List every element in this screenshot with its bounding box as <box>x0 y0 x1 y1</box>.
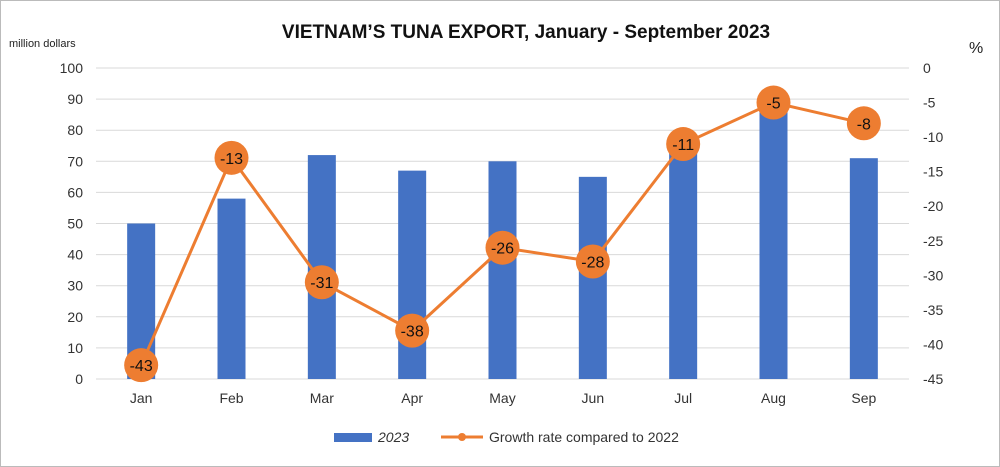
growth-data-label: -38 <box>401 324 424 341</box>
x-tick-label: Jun <box>582 390 605 406</box>
left-tick-label: 50 <box>67 216 83 232</box>
bar-Feb <box>217 198 246 379</box>
x-tick-label: Jul <box>674 390 692 406</box>
growth-marker-Mar <box>304 265 339 300</box>
bar-Jul <box>669 145 698 379</box>
left-axis-label: million dollars <box>9 38 76 50</box>
growth-data-label: -8 <box>857 116 871 133</box>
right-tick-label: 0 <box>923 60 931 76</box>
right-tick-label: -15 <box>923 164 943 180</box>
growth-data-label: -26 <box>491 241 514 258</box>
x-tick-label: Jan <box>130 390 153 406</box>
growth-marker-May <box>485 230 520 265</box>
legend-line-marker <box>458 433 466 441</box>
bar-Apr <box>398 170 427 379</box>
bar-Sep <box>849 158 878 379</box>
x-tick-label: May <box>489 390 515 406</box>
legend: 2023 Growth rate compared to 2022 <box>334 429 679 445</box>
right-tick-label: -40 <box>923 336 943 352</box>
bar-Aug <box>759 99 788 379</box>
right-tick-label: -30 <box>923 267 943 283</box>
growth-marker-Apr <box>395 313 430 348</box>
right-axis-label: % <box>969 40 983 57</box>
left-tick-label: 70 <box>67 153 83 169</box>
left-tick-label: 100 <box>60 60 84 76</box>
x-tick-label: Sep <box>851 390 876 406</box>
growth-data-label: -5 <box>766 96 780 113</box>
right-tick-label: -45 <box>923 371 943 387</box>
right-tick-label: -5 <box>923 95 936 111</box>
right-tick-label: -35 <box>923 302 943 318</box>
chart-title: VIETNAM’S TUNA EXPORT, January - Septemb… <box>282 22 770 43</box>
x-tick-label: Aug <box>761 390 786 406</box>
growth-data-label: -31 <box>310 275 333 292</box>
legend-bar-label: 2023 <box>377 429 409 445</box>
growth-data-label: -43 <box>130 358 153 375</box>
growth-marker-Jan <box>124 348 159 383</box>
bar-May <box>488 161 517 379</box>
growth-data-label: -11 <box>672 137 694 154</box>
left-tick-label: 40 <box>67 247 83 263</box>
x-tick-label: Apr <box>401 390 423 406</box>
growth-marker-Jun <box>575 244 610 279</box>
left-tick-label: 20 <box>67 309 83 325</box>
left-tick-label: 30 <box>67 278 83 294</box>
x-tick-label: Mar <box>310 390 334 406</box>
growth-data-label: -13 <box>220 151 243 168</box>
left-tick-label: 0 <box>75 371 83 387</box>
left-tick-label: 90 <box>67 91 83 107</box>
growth-marker-Jul <box>666 127 701 162</box>
right-tick-label: -20 <box>923 198 943 214</box>
x-tick-label: Feb <box>219 390 243 406</box>
growth-marker-Aug <box>756 85 791 120</box>
growth-marker-Feb <box>214 140 249 175</box>
right-tick-label: -25 <box>923 233 943 249</box>
left-tick-label: 60 <box>67 184 83 200</box>
legend-bar-swatch <box>334 433 372 442</box>
growth-data-label: -28 <box>581 255 604 272</box>
right-tick-label: -10 <box>923 129 943 145</box>
legend-line-label: Growth rate compared to 2022 <box>489 429 679 445</box>
left-tick-label: 80 <box>67 122 83 138</box>
left-tick-label: 10 <box>67 340 83 356</box>
growth-marker-Sep <box>846 106 881 141</box>
